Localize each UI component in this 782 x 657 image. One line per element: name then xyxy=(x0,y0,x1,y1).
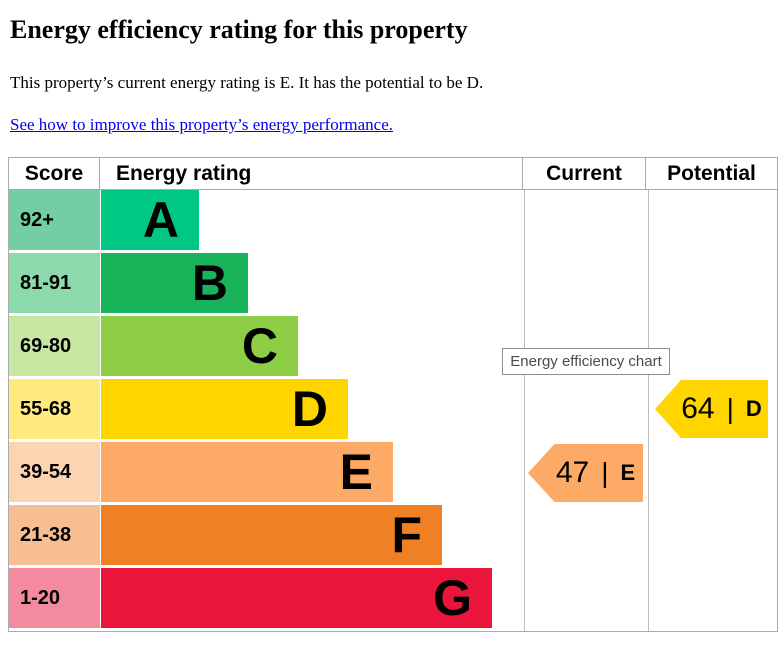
score-range-cell: 1-20 xyxy=(9,568,100,628)
current-score-value: 47 xyxy=(555,456,590,489)
score-range-label: 1-20 xyxy=(20,586,61,609)
band-row-d: 55-68 D xyxy=(9,379,777,442)
chart-tooltip: Energy efficiency chart xyxy=(502,348,670,375)
current-rating-arrow: 47 | E xyxy=(528,444,643,502)
separator-bar: | xyxy=(726,393,734,424)
potential-rating-arrow: 64 | D xyxy=(655,380,768,438)
band-bar-c: C xyxy=(101,316,298,376)
page-title: Energy efficiency rating for this proper… xyxy=(10,15,468,44)
rating-summary-text: This property’s current energy rating is… xyxy=(10,73,484,92)
improve-performance-link[interactable]: See how to improve this property’s energ… xyxy=(10,115,394,134)
band-letter: E xyxy=(339,444,373,500)
band-letter: C xyxy=(241,318,278,374)
band-bar-e: E xyxy=(101,442,393,502)
energy-efficiency-chart: Score Energy rating Current Potential 92… xyxy=(8,157,778,632)
band-row-a: 92+ A xyxy=(9,190,777,253)
score-range-cell: 81-91 xyxy=(9,253,100,313)
score-range-label: 69-80 xyxy=(20,334,72,357)
header-potential: Potential xyxy=(667,162,756,185)
score-range-cell: 39-54 xyxy=(9,442,100,502)
band-letter: B xyxy=(191,255,228,311)
header-energy-rating: Energy rating xyxy=(100,158,523,189)
header-current: Current xyxy=(523,158,646,189)
band-letter: F xyxy=(391,507,422,563)
potential-score-value: 64 xyxy=(681,392,715,425)
band-letter: A xyxy=(142,192,179,248)
score-range-label: 81-91 xyxy=(20,271,72,294)
band-bar-f: F xyxy=(101,505,442,565)
header-score: Score xyxy=(9,158,100,189)
current-column-divider xyxy=(524,190,525,631)
band-rows: 92+ A 81-91 B 69-80 C xyxy=(9,190,777,631)
band-letter: G xyxy=(433,570,472,626)
potential-band-letter: D xyxy=(745,396,762,421)
band-letter: D xyxy=(291,381,328,437)
score-range-cell: 21-38 xyxy=(9,505,100,565)
score-range-label: 21-38 xyxy=(20,523,72,546)
current-band-letter: E xyxy=(620,460,636,485)
score-range-cell: 69-80 xyxy=(9,316,100,376)
separator-bar: | xyxy=(601,457,609,488)
band-row-c: 69-80 C xyxy=(9,316,777,379)
score-range-label: 55-68 xyxy=(20,397,72,420)
chart-header-row: Score Energy rating Current Potential xyxy=(9,158,777,190)
band-row-f: 21-38 F xyxy=(9,505,777,568)
band-bar-b: B xyxy=(101,253,248,313)
score-range-cell: 92+ xyxy=(9,190,100,250)
band-bar-a: A xyxy=(101,190,199,250)
band-row-e: 39-54 E xyxy=(9,442,777,505)
potential-column-divider xyxy=(648,190,649,631)
band-row-b: 81-91 B xyxy=(9,253,777,316)
score-range-label: 92+ xyxy=(20,208,54,231)
band-row-g: 1-20 G xyxy=(9,568,777,631)
score-range-cell: 55-68 xyxy=(9,379,100,439)
band-bar-d: D xyxy=(101,379,348,439)
band-bar-g: G xyxy=(101,568,492,628)
score-range-label: 39-54 xyxy=(20,460,72,483)
